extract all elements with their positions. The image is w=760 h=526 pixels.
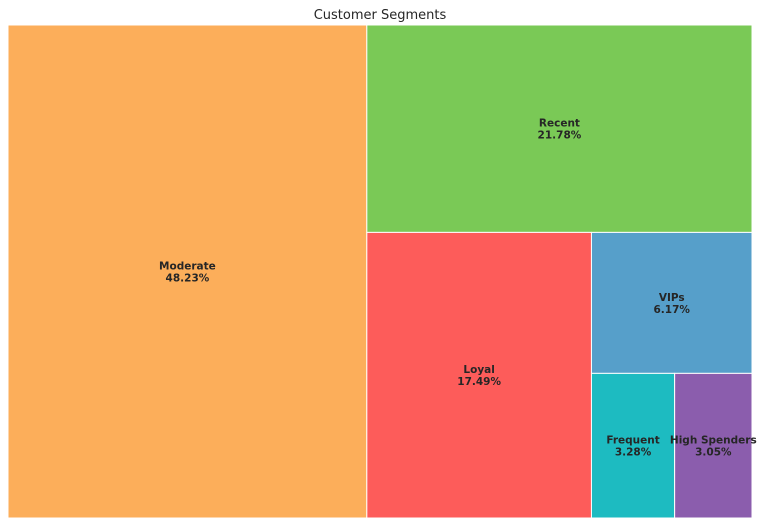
tile-name-vips: VIPs (659, 292, 685, 304)
tile-rect-frequent (590, 372, 676, 519)
tile-name-high-spenders: High Spenders (670, 435, 757, 447)
tile-value-high-spenders: 3.05% (695, 447, 732, 459)
tile-rect-high-spenders (674, 372, 753, 519)
tile-value-frequent: 3.28% (615, 447, 652, 459)
tile-value-loyal: 17.49% (457, 376, 501, 388)
chart-title: Customer Segments (314, 8, 447, 23)
tile-rect-loyal (366, 231, 592, 519)
tile-rect-recent (366, 24, 753, 233)
tile-value-moderate: 48.23% (166, 273, 210, 285)
tile-name-loyal: Loyal (463, 364, 494, 376)
tile-rect-moderate (7, 24, 368, 519)
tile-value-recent: 21.78% (538, 130, 582, 142)
tile-name-recent: Recent (539, 118, 580, 130)
tile-name-frequent: Frequent (606, 435, 659, 447)
tile-name-moderate: Moderate (159, 261, 216, 273)
treemap-tiles: Moderate48.23%Recent21.78%Loyal17.49%VIP… (7, 24, 757, 519)
tile-value-vips: 6.17% (654, 304, 691, 316)
tile-rect-vips (590, 231, 753, 374)
